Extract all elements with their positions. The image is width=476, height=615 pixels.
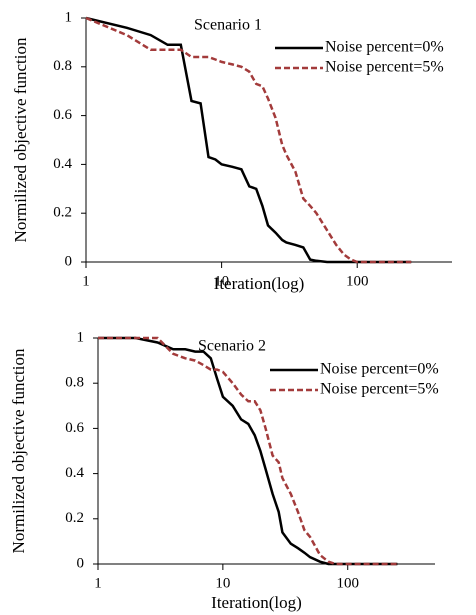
x-tick-label: 100 [346, 273, 369, 289]
chart-title: Scenario 2 [198, 338, 266, 355]
y-axis-label: Normilized objective function [11, 37, 30, 242]
legend-label: Noise percent=0% [325, 39, 444, 56]
y-tick-label: 0 [77, 555, 85, 571]
y-tick-label: 0.4 [65, 465, 84, 481]
x-tick-label: 100 [336, 575, 359, 591]
series-line [98, 336, 398, 566]
series-line [85, 16, 412, 264]
x-tick-label: 1 [94, 575, 102, 591]
y-tick-label: 0.6 [65, 420, 84, 436]
x-axis-label: Iteration(log) [214, 274, 305, 293]
legend-label: Noise percent=5% [320, 381, 439, 398]
x-tick-label: 1 [82, 273, 90, 289]
y-tick-label: 0.2 [65, 510, 84, 526]
x-tick-label: 10 [214, 273, 229, 289]
y-tick-label: 0.8 [65, 375, 84, 391]
x-tick-label: 10 [215, 575, 230, 591]
legend-label: Noise percent=0% [320, 361, 439, 378]
y-tick-label: 0.2 [53, 205, 72, 221]
y-tick-label: 0.8 [53, 58, 72, 74]
y-axis-label: Normilized objective function [9, 348, 28, 553]
y-tick-label: 1 [65, 9, 73, 25]
series-line [98, 336, 398, 566]
y-tick-label: 1 [77, 329, 85, 345]
chart-title: Scenario 1 [194, 17, 262, 34]
x-axis-label: Iteration(log) [211, 593, 302, 612]
y-tick-label: 0.4 [53, 156, 72, 172]
y-tick-label: 0 [65, 253, 73, 269]
legend-label: Noise percent=5% [325, 59, 444, 76]
y-tick-label: 0.6 [53, 107, 72, 123]
series-line [85, 16, 412, 264]
